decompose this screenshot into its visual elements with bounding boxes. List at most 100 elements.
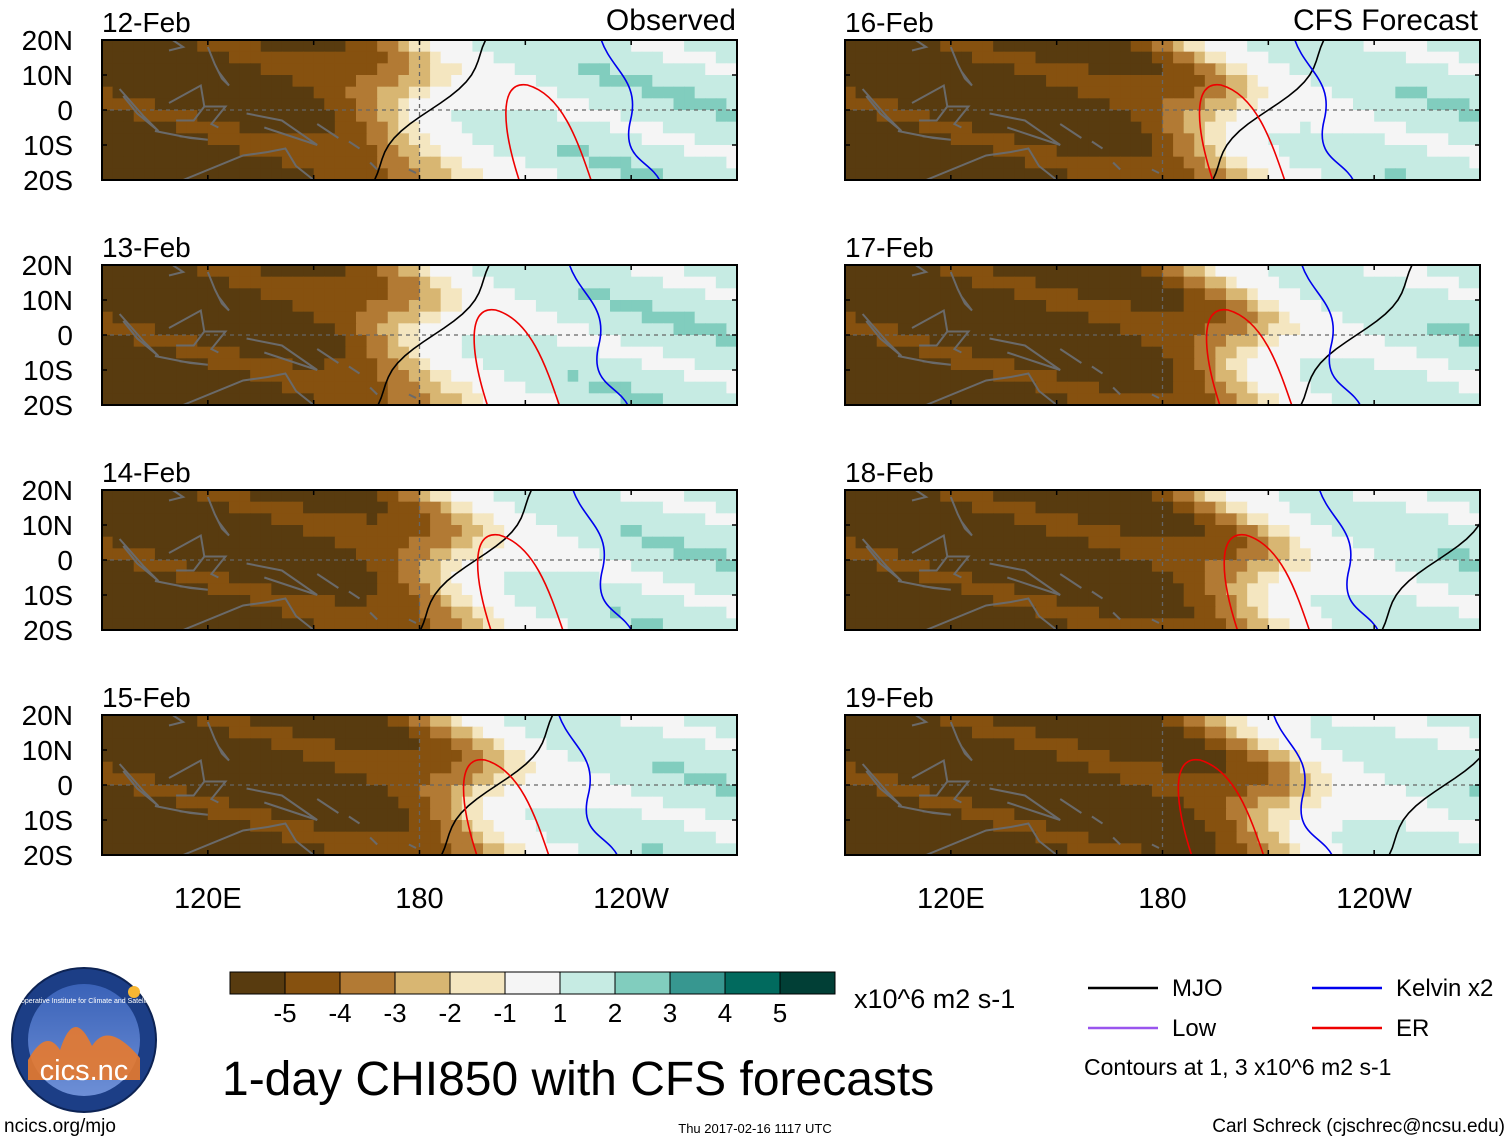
colorbar-swatch: [559, 971, 616, 995]
legend-label: Kelvin x2: [1396, 975, 1493, 1002]
mjo-contour: [1212, 40, 1325, 180]
xtick-label: 120E: [174, 883, 242, 915]
panel-date-label: 13-Feb: [102, 232, 191, 263]
ytick-label: 20N: [22, 25, 73, 56]
ytick-label: 20N: [22, 700, 73, 731]
mjo-contour: [1381, 521, 1480, 630]
panel-date-label: 16-Feb: [845, 7, 934, 38]
ytick-label: 10S: [23, 805, 73, 836]
panel-date-label: 15-Feb: [102, 682, 191, 713]
colorbar-swatch: [724, 971, 781, 995]
panel-date-label: 17-Feb: [845, 232, 934, 263]
footer-url: ncics.org/mjo: [4, 1116, 116, 1137]
field-13-Feb: [102, 265, 737, 405]
logo-ring-text: Cooperative Institute for Climate and Sa…: [12, 998, 156, 1005]
er-contour: [473, 309, 561, 405]
cics-logo: cics.nc Cooperative Institute for Climat…: [11, 967, 157, 1113]
ytick-label: 10N: [22, 60, 73, 91]
contour-note: Contours at 1, 3 x10^6 m2 s-1: [1084, 1054, 1391, 1080]
panel-date-label: 19-Feb: [845, 682, 934, 713]
panel-14-Feb: 14-Feb 20N 10N 0 10S 20S: [22, 457, 738, 646]
ytick-label: 20S: [23, 840, 73, 871]
colorbar-label: -2: [438, 998, 461, 1028]
colorbar-swatch: [504, 971, 561, 995]
ytick-label: 10N: [22, 735, 73, 766]
legend-label: MJO: [1172, 975, 1223, 1002]
mjo-contour: [419, 490, 533, 630]
er-contour: [462, 759, 550, 855]
ytick-label: 10S: [23, 355, 73, 386]
footer-author: Carl Schreck (cjschrec@ncsu.edu): [1212, 1116, 1505, 1137]
panel-date-label: 14-Feb: [102, 457, 191, 488]
colorbar-label: -4: [328, 998, 351, 1028]
ytick-label: 0: [57, 770, 73, 801]
field-14-Feb: [102, 490, 737, 630]
colorbar-label: -5: [273, 998, 296, 1028]
kelvin-contour: [1318, 490, 1379, 630]
legend-label: ER: [1396, 1015, 1429, 1042]
kelvin-contour: [572, 490, 633, 630]
forecast-label: CFS Forecast: [1293, 4, 1479, 37]
colorbar-label: 5: [773, 998, 787, 1028]
mjo-contour: [1300, 265, 1413, 405]
contour-legend: MJO Kelvin x2 Low ER: [1088, 975, 1493, 1042]
kelvin-contour: [1301, 265, 1362, 405]
colorbar-swatch: [339, 971, 396, 995]
field-17-Feb: [845, 265, 1480, 405]
colorbar-swatch: [779, 971, 836, 995]
er-contour: [1223, 534, 1311, 630]
panel-15-Feb: 15-Feb 20N 10N 0 10S 20S: [22, 682, 738, 871]
colorbar-units: x10^6 m2 s-1: [854, 984, 1015, 1014]
logo-name: cics.nc: [40, 1055, 129, 1087]
ytick-label: 20N: [22, 475, 73, 506]
panel-19-Feb: 19-Feb: [844, 682, 1481, 856]
colorbar-label: -3: [383, 998, 406, 1028]
ytick-label: 20S: [23, 165, 73, 196]
kelvin-contour: [558, 715, 619, 855]
observed-label: Observed: [606, 4, 736, 37]
er-contour: [1205, 309, 1293, 405]
ytick-label: 0: [57, 545, 73, 576]
xtick-label: 120W: [1336, 883, 1412, 915]
field-15-Feb: [102, 715, 737, 855]
figure-title: 1-day CHI850 with CFS forecasts: [222, 1053, 934, 1106]
panel-date-label: 18-Feb: [845, 457, 934, 488]
field-19-Feb: [845, 715, 1480, 855]
mjo-contour: [377, 265, 490, 405]
colorbar-label: 2: [608, 998, 622, 1028]
field-18-Feb: [845, 490, 1480, 630]
field-16-Feb: [845, 40, 1480, 180]
ytick-label: 20S: [23, 390, 73, 421]
colorbar-swatch: [449, 971, 506, 995]
ytick-label: 10S: [23, 130, 73, 161]
colorbar-label: 3: [663, 998, 677, 1028]
field-12-Feb: [102, 40, 737, 180]
panel-13-Feb: 13-Feb 20N 10N 0 10S 20S: [22, 232, 738, 421]
colorbar-swatch: [229, 971, 286, 995]
kelvin-contour: [1294, 40, 1354, 180]
ytick-label: 0: [57, 95, 73, 126]
kelvin-contour: [568, 265, 629, 405]
mjo-contour: [373, 40, 487, 180]
kelvin-contour: [600, 40, 661, 180]
xtick-label: 120W: [593, 883, 669, 915]
panel-date-label: 12-Feb: [102, 7, 191, 38]
xtick-label: 180: [395, 883, 443, 915]
colorbar-label: 1: [553, 998, 567, 1028]
mjo-contour: [1388, 756, 1480, 855]
colorbar: -5 -4 -3 -2 -1 1 2 3 4 5: [229, 971, 836, 1028]
ytick-label: 20S: [23, 615, 73, 646]
legend-label: Low: [1172, 1015, 1217, 1042]
ytick-label: 10N: [22, 285, 73, 316]
colorbar-swatch: [394, 971, 451, 995]
colorbar-label: 4: [718, 998, 732, 1028]
footer-timestamp: Thu 2017-02-16 1117 UTC: [678, 1121, 831, 1136]
ytick-label: 10N: [22, 510, 73, 541]
colorbar-label: -1: [493, 998, 516, 1028]
er-contour: [1198, 84, 1286, 180]
panel-16-Feb: 16-Feb: [844, 7, 1481, 181]
panel-12-Feb: 12-Feb 20N 10N 0 10S 20S: [22, 7, 738, 196]
er-contour: [505, 84, 592, 180]
er-contour: [1177, 759, 1265, 855]
